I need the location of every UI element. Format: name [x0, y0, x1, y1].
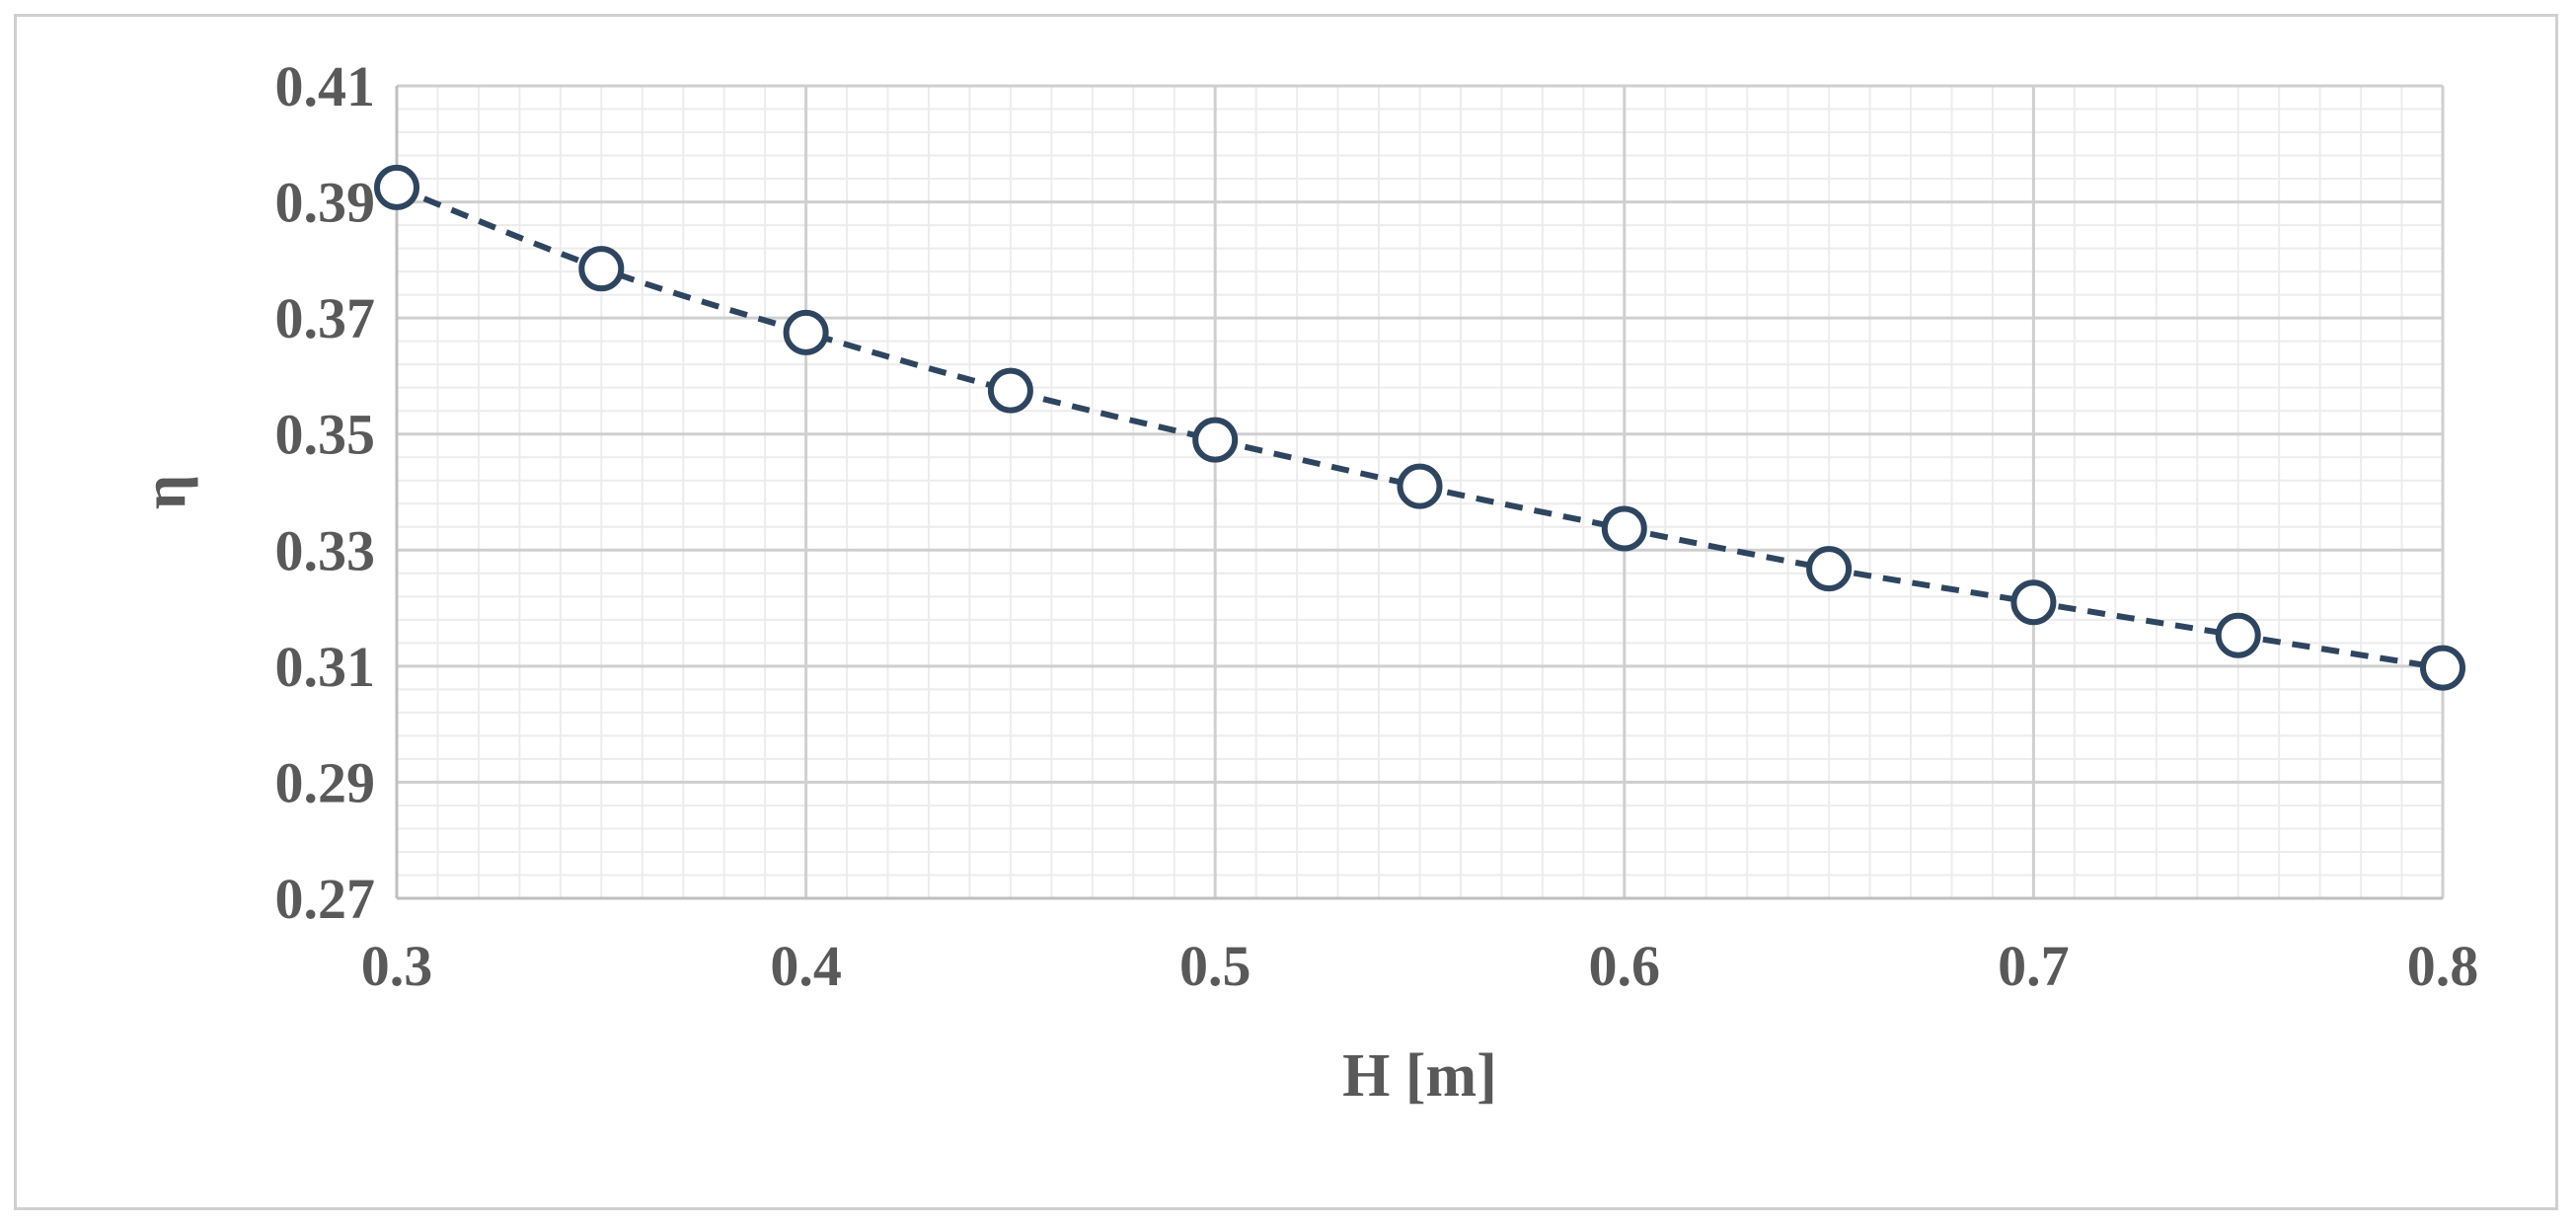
series-points-group [374, 164, 2465, 691]
y-axis-title: η [131, 475, 198, 509]
y-tick-label: 0.33 [275, 518, 376, 582]
x-tick-label: 0.7 [1998, 934, 2070, 998]
data-point-marker [578, 246, 625, 292]
x-axis-title: H [m] [1342, 1042, 1497, 1110]
data-point-marker [2420, 645, 2465, 691]
y-tick-label: 0.39 [275, 171, 376, 235]
minor-gridlines [397, 86, 2443, 898]
data-point-marker [2215, 612, 2261, 658]
x-tick-label: 0.4 [770, 934, 842, 998]
y-axis-ticks: 0.27 0.29 0.31 0.33 0.35 0.37 0.39 0.41 [275, 54, 376, 931]
data-point-marker [2010, 579, 2057, 626]
data-point-marker [987, 367, 1033, 414]
x-tick-label: 0.3 [361, 934, 433, 998]
x-tick-label: 0.5 [1179, 934, 1251, 998]
x-tick-label: 0.8 [2407, 934, 2479, 998]
axes [395, 86, 2443, 900]
data-point-marker [1397, 463, 1443, 509]
x-tick-label: 0.6 [1589, 934, 1661, 998]
y-tick-label: 0.41 [275, 54, 376, 118]
y-tick-label: 0.29 [275, 750, 376, 814]
line-chart: 0.270.290.310.330.350.370.390.41 0.3 0.4 0… [131, 54, 2479, 1110]
y-tick-label: 0.35 [275, 403, 376, 467]
y-tick-label: 0.37 [275, 286, 376, 350]
data-point-marker [374, 164, 419, 210]
y-tick-label: 0.27 [275, 867, 376, 931]
chart-frame: 0.27 0.29 0.31 0.33 0.35 0.37 0.39 0.41 0.3 0.4 0… [14, 14, 2558, 1210]
data-point-marker [783, 309, 829, 355]
data-point-marker [1601, 505, 1647, 552]
data-point-marker [1806, 546, 1853, 592]
data-point-marker [1192, 417, 1239, 463]
y-tick-label: 0.31 [275, 635, 376, 699]
x-axis-ticks: 0.3 0.4 0.5 0.6 0.7 0.8 [361, 934, 2479, 998]
